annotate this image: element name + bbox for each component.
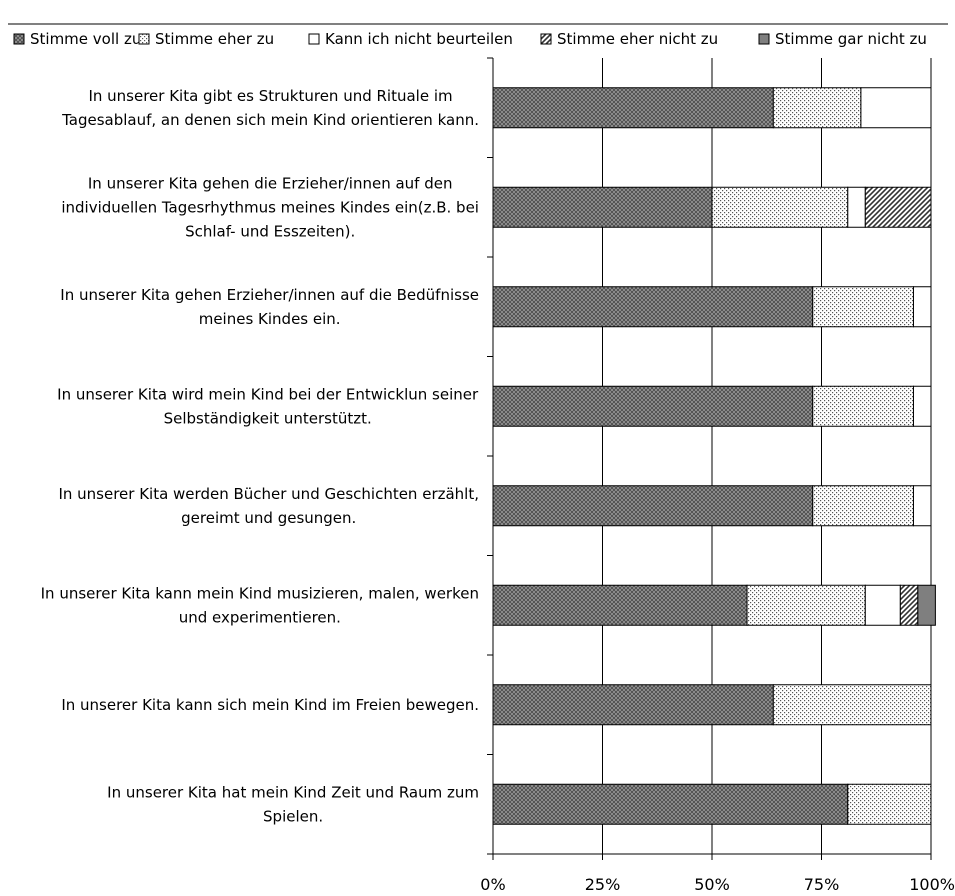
legend-swatch-3: [540, 33, 552, 45]
tick-label-25: 25%: [585, 875, 621, 894]
legend-label-0: Stimme voll zu: [30, 30, 141, 48]
category-label-1: In unserer Kita gehen die Erzieher/innen…: [61, 174, 479, 240]
category-label-3: In unserer Kita wird mein Kind bei der E…: [57, 385, 479, 427]
bar-2-series-0: [492, 286, 814, 328]
bar-5-series-4: [917, 584, 936, 626]
tick-label-50: 50%: [694, 875, 730, 894]
tick-label-75: 75%: [804, 875, 840, 894]
legend-label-1: Stimme eher zu: [155, 30, 274, 48]
bar-0-series-0: [492, 87, 774, 129]
category-label-5: In unserer Kita kann mein Kind musiziere…: [41, 584, 479, 626]
bar-6-series-0: [492, 684, 774, 726]
bar-5-series-3: [899, 584, 919, 626]
bar-0-series-2: [860, 87, 932, 129]
legend-swatch-1: [138, 33, 150, 45]
bar-5-series-1: [746, 584, 866, 626]
bar-3-series-2: [912, 385, 932, 427]
bar-1-series-1: [711, 186, 849, 228]
bar-2-series-2: [912, 286, 932, 328]
legend-label-3: Stimme eher nicht zu: [557, 30, 718, 48]
bar-3-series-1: [812, 385, 914, 427]
category-label-2: In unserer Kita gehen Erzieher/innen auf…: [60, 286, 479, 328]
legend: Stimme voll zu Stimme eher zu Kann ich nic…: [13, 30, 927, 48]
bar-2-series-1: [812, 286, 914, 328]
legend-swatch-2: [308, 33, 320, 45]
bar-4-series-0: [492, 485, 814, 527]
bar-4-series-2: [912, 485, 932, 527]
category-label-6: In unserer Kita kann sich mein Kind im F…: [61, 696, 479, 714]
bar-5-series-0: [492, 584, 748, 626]
bar-6-series-1: [772, 684, 932, 726]
value-axis: 0% 25% 50% 75% 100%: [480, 57, 955, 894]
tick-label-100: 100%: [909, 875, 955, 894]
bar-0-series-1: [772, 87, 862, 129]
bar-1-series-3: [864, 186, 932, 228]
bar-7-series-1: [847, 783, 932, 825]
bar-3-series-0: [492, 385, 814, 427]
legend-label-2: Kann ich nicht beurteilen: [325, 30, 513, 48]
tick-label-0: 0%: [480, 875, 505, 894]
bar-4-series-1: [812, 485, 914, 527]
bar-1-series-2: [847, 186, 866, 228]
bars: [492, 87, 936, 825]
bar-1-series-0: [492, 186, 713, 228]
bar-5-series-2: [864, 584, 901, 626]
category-label-4: In unserer Kita werden Bücher und Geschi…: [58, 485, 479, 527]
category-labels: In unserer Kita gibt es Strukturen und R…: [41, 87, 479, 826]
legend-swatch-0: [13, 33, 25, 45]
category-label-7: In unserer Kita hat mein Kind Zeit und R…: [107, 783, 479, 825]
category-label-0: In unserer Kita gibt es Strukturen und R…: [61, 87, 479, 129]
bar-7-series-0: [492, 783, 849, 825]
legend-swatch-4: [758, 33, 770, 45]
gridlines: [602, 58, 932, 854]
legend-label-4: Stimme gar nicht zu: [775, 30, 927, 48]
